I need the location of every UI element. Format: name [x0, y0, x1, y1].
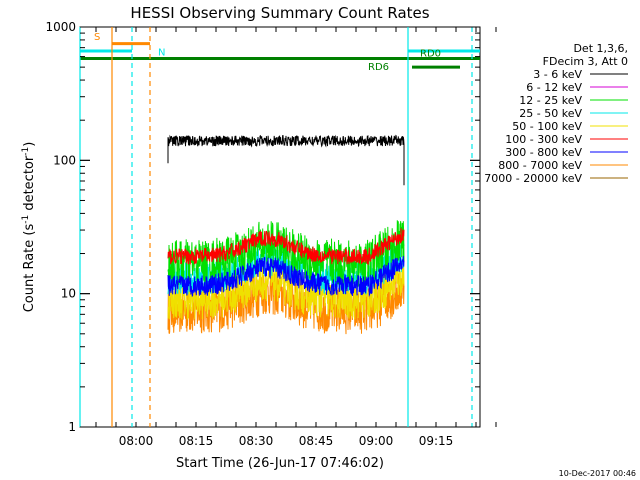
y-axis-label-exponent: -1 [21, 215, 31, 224]
flag-label-rd6: RD6 [368, 62, 389, 73]
x-tick-label: 08:45 [299, 434, 334, 448]
x-axis-label: Start Time (26-Jun-17 07:46:02) [176, 456, 384, 471]
y-tick-label: 100 [53, 153, 76, 167]
y-axis-label-middle: detector [22, 155, 37, 215]
legend-label: 800 - 7000 keV [498, 159, 582, 172]
series-3to6keV [167, 134, 405, 186]
legend-label: 300 - 800 keV [505, 146, 582, 159]
y-axis-label: Count Rate (s-1 detector-1) [21, 142, 37, 313]
x-tick-label: 08:30 [239, 434, 274, 448]
count-rate-series [167, 134, 405, 335]
plot-frame [79, 26, 481, 428]
axes: 1 10 100 1000 08:00 08:15 08:30 08:45 09:00 09:15 [45, 20, 497, 448]
legend-label: 25 - 50 keV [519, 107, 582, 120]
generated-timestamp: 10-Dec-2017 00:46 [559, 469, 636, 478]
chart-title: HESSI Observing Summary Count Rates [130, 4, 429, 22]
observing-flags: S N RD0 RD6 [79, 27, 480, 427]
x-tick-label: 08:15 [179, 434, 214, 448]
x-tick-label: 09:15 [419, 434, 454, 448]
flag-label-saa: S [94, 32, 100, 43]
series-300to800keV [167, 255, 405, 298]
flag-label-night: N [158, 48, 165, 59]
x-tick-label: 08:00 [119, 434, 154, 448]
legend-header: Det 1,3,6, [573, 42, 628, 55]
legend-header: FDecim 3, Att 0 [543, 55, 628, 68]
legend-label: 50 - 100 keV [512, 120, 582, 133]
y-tick-label: 1000 [45, 20, 76, 34]
y-axis-label-prefix: Count Rate (s [22, 224, 37, 313]
legend-label: 3 - 6 keV [533, 68, 582, 81]
y-axis-label-suffix: ) [22, 142, 37, 147]
legend-label: 12 - 25 keV [519, 94, 582, 107]
y-tick-label: 1 [68, 420, 76, 434]
y-axis-label-exponent-2: -1 [21, 147, 31, 156]
legend-label: 6 - 12 keV [526, 81, 582, 94]
legend-label: 100 - 300 keV [505, 133, 582, 146]
legend-label: 7000 - 20000 keV [484, 172, 582, 185]
x-tick-label: 09:00 [359, 434, 394, 448]
flag-label-rd0: RD0 [420, 49, 441, 60]
y-tick-label: 10 [61, 287, 76, 301]
series-100to300keV [167, 228, 405, 266]
